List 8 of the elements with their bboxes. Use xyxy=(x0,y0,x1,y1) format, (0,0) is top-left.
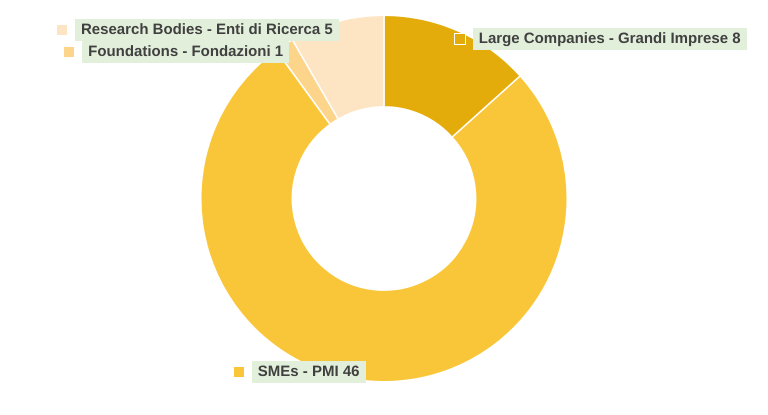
legend-label: Large Companies - Grandi Imprese xyxy=(478,30,728,48)
data-label: 46 xyxy=(342,362,360,380)
data-label: 8 xyxy=(731,30,741,48)
data-label: 1 xyxy=(274,43,284,60)
legend-label: Foundations - Fondazioni xyxy=(88,43,271,60)
legend-label: SMEs - PMI xyxy=(258,362,339,380)
data-label: 5 xyxy=(323,21,333,38)
legend-label: Research Bodies - Enti di Ricerca xyxy=(80,21,320,38)
